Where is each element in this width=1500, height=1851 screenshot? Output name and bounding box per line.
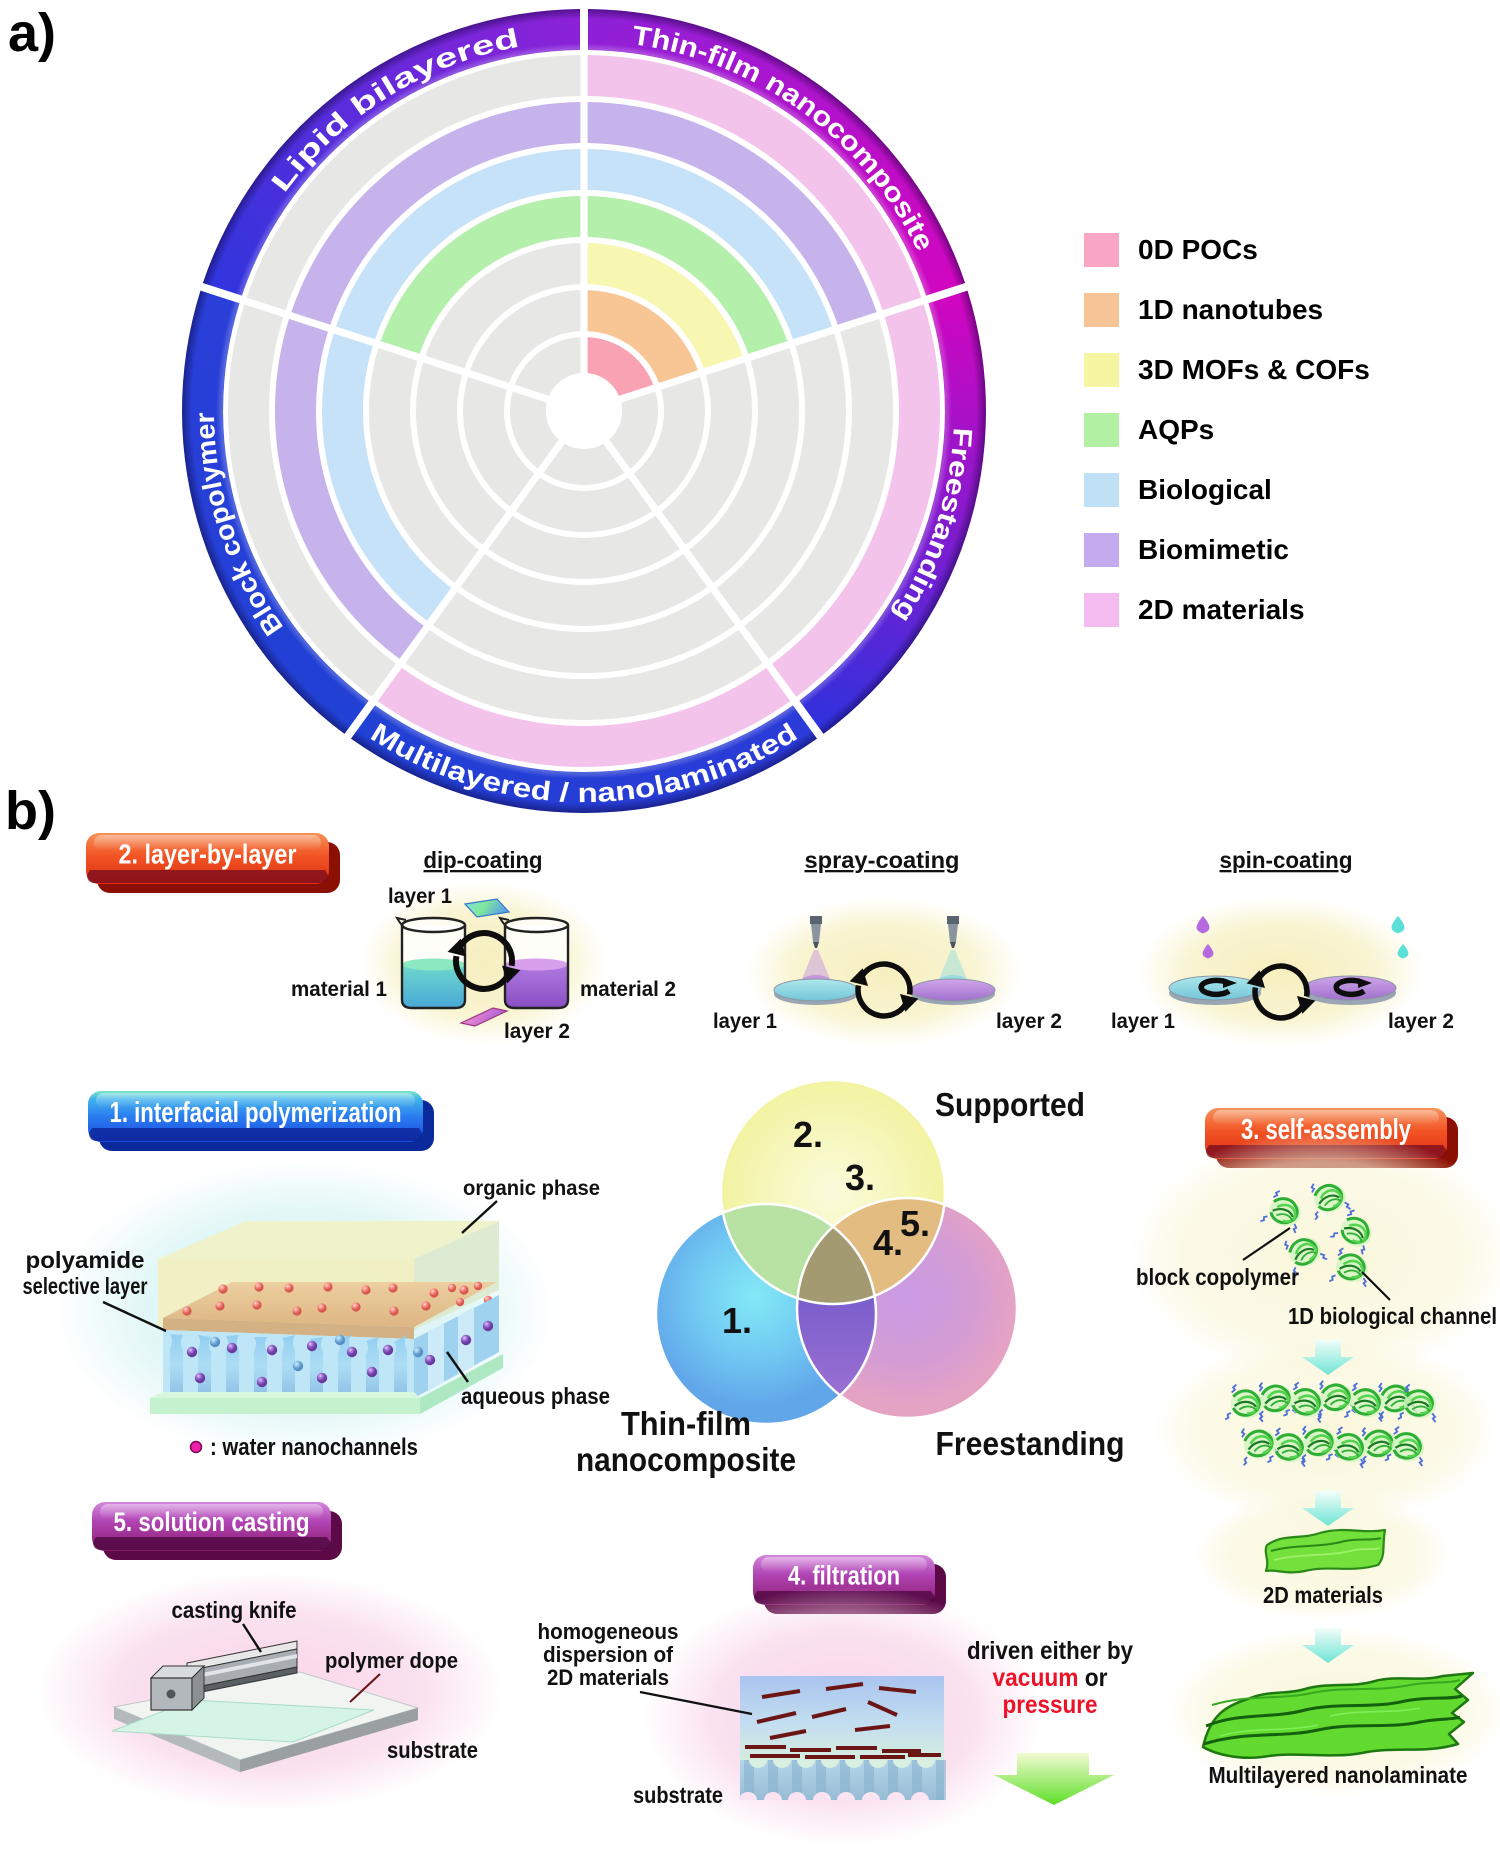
svg-text:layer 1: layer 1: [1111, 1010, 1175, 1033]
svg-text:2D materials: 2D materials: [547, 1665, 669, 1690]
svg-text:Supported: Supported: [935, 1086, 1085, 1123]
svg-text:2. layer-by-layer: 2. layer-by-layer: [119, 839, 297, 870]
svg-text:pressure: pressure: [1003, 1691, 1098, 1719]
svg-text:Freestanding: Freestanding: [936, 1425, 1125, 1462]
svg-text:: water nanochannels: : water nanochannels: [210, 1434, 418, 1461]
svg-text:material 1: material 1: [291, 978, 387, 1001]
svg-text:layer 1: layer 1: [713, 1010, 777, 1033]
svg-text:Multilayered nanolaminate: Multilayered nanolaminate: [1209, 1762, 1468, 1788]
svg-text:organic phase: organic phase: [463, 1177, 600, 1200]
svg-text:material 2: material 2: [580, 978, 676, 1001]
svg-text:1D biological channel: 1D biological channel: [1288, 1303, 1497, 1329]
svg-text:substrate: substrate: [633, 1782, 723, 1808]
svg-text:polymer dope: polymer dope: [325, 1648, 458, 1673]
svg-text:nanocomposite: nanocomposite: [576, 1441, 796, 1478]
svg-text:block copolymer: block copolymer: [1136, 1264, 1299, 1290]
svg-text:5. solution casting: 5. solution casting: [114, 1507, 310, 1537]
svg-text:aqueous phase: aqueous phase: [461, 1383, 610, 1409]
svg-text:layer 2: layer 2: [996, 1010, 1062, 1033]
svg-text:driven either by: driven either by: [967, 1637, 1133, 1665]
svg-text:dispersion of: dispersion of: [543, 1642, 674, 1667]
svg-text:4.: 4.: [873, 1222, 903, 1263]
svg-text:dip-coating: dip-coating: [424, 847, 543, 873]
svg-text:layer 1: layer 1: [388, 885, 452, 908]
svg-text:layer 2: layer 2: [504, 1020, 570, 1043]
svg-text:1.: 1.: [722, 1300, 752, 1341]
svg-text:homogeneous: homogeneous: [538, 1619, 679, 1644]
svg-text:2.: 2.: [793, 1114, 823, 1155]
svg-text:spin-coating: spin-coating: [1220, 847, 1353, 873]
svg-text:5.: 5.: [900, 1203, 930, 1244]
svg-text:casting knife: casting knife: [172, 1597, 297, 1623]
svg-text:selective layer: selective layer: [23, 1273, 148, 1299]
svg-text:3.: 3.: [845, 1157, 875, 1198]
svg-text:spray-coating: spray-coating: [805, 847, 960, 873]
svg-text:Thin-film: Thin-film: [621, 1405, 751, 1442]
svg-text:2D materials: 2D materials: [1263, 1582, 1383, 1608]
svg-text:substrate: substrate: [387, 1737, 478, 1763]
svg-text:4. filtration: 4. filtration: [788, 1561, 900, 1591]
svg-text:polyamide: polyamide: [26, 1247, 145, 1273]
svg-text:vacuum or: vacuum or: [993, 1664, 1108, 1692]
svg-text:1. interfacial polymerization: 1. interfacial polymerization: [110, 1097, 402, 1129]
svg-text:layer 2: layer 2: [1388, 1010, 1454, 1033]
